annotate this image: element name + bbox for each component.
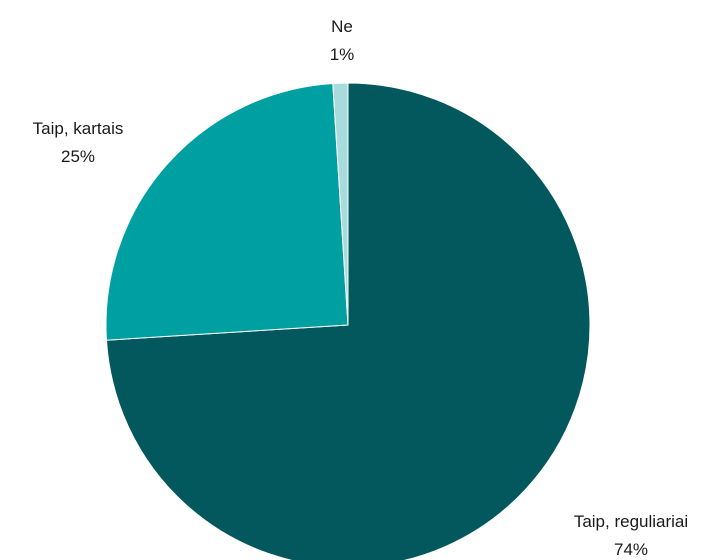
slice-label-taip-reguliariai: Taip, reguliariai: [574, 512, 688, 531]
slice-value-taip-reguliariai: 74%: [614, 540, 648, 559]
pie-slices: [105, 82, 591, 560]
slice-label-ne: Ne: [331, 17, 353, 36]
slice-label-taip-kartais: Taip, kartais: [33, 119, 124, 138]
pie-slice-ne: [332, 82, 349, 326]
slice-labels: Taip, reguliariai 74% Taip, kartais 25% Ne 1%: [33, 17, 689, 559]
pie-slice-taip-kartais: [105, 82, 349, 341]
slice-value-ne: 1%: [330, 45, 355, 64]
slice-value-taip-kartais: 25%: [61, 147, 95, 166]
